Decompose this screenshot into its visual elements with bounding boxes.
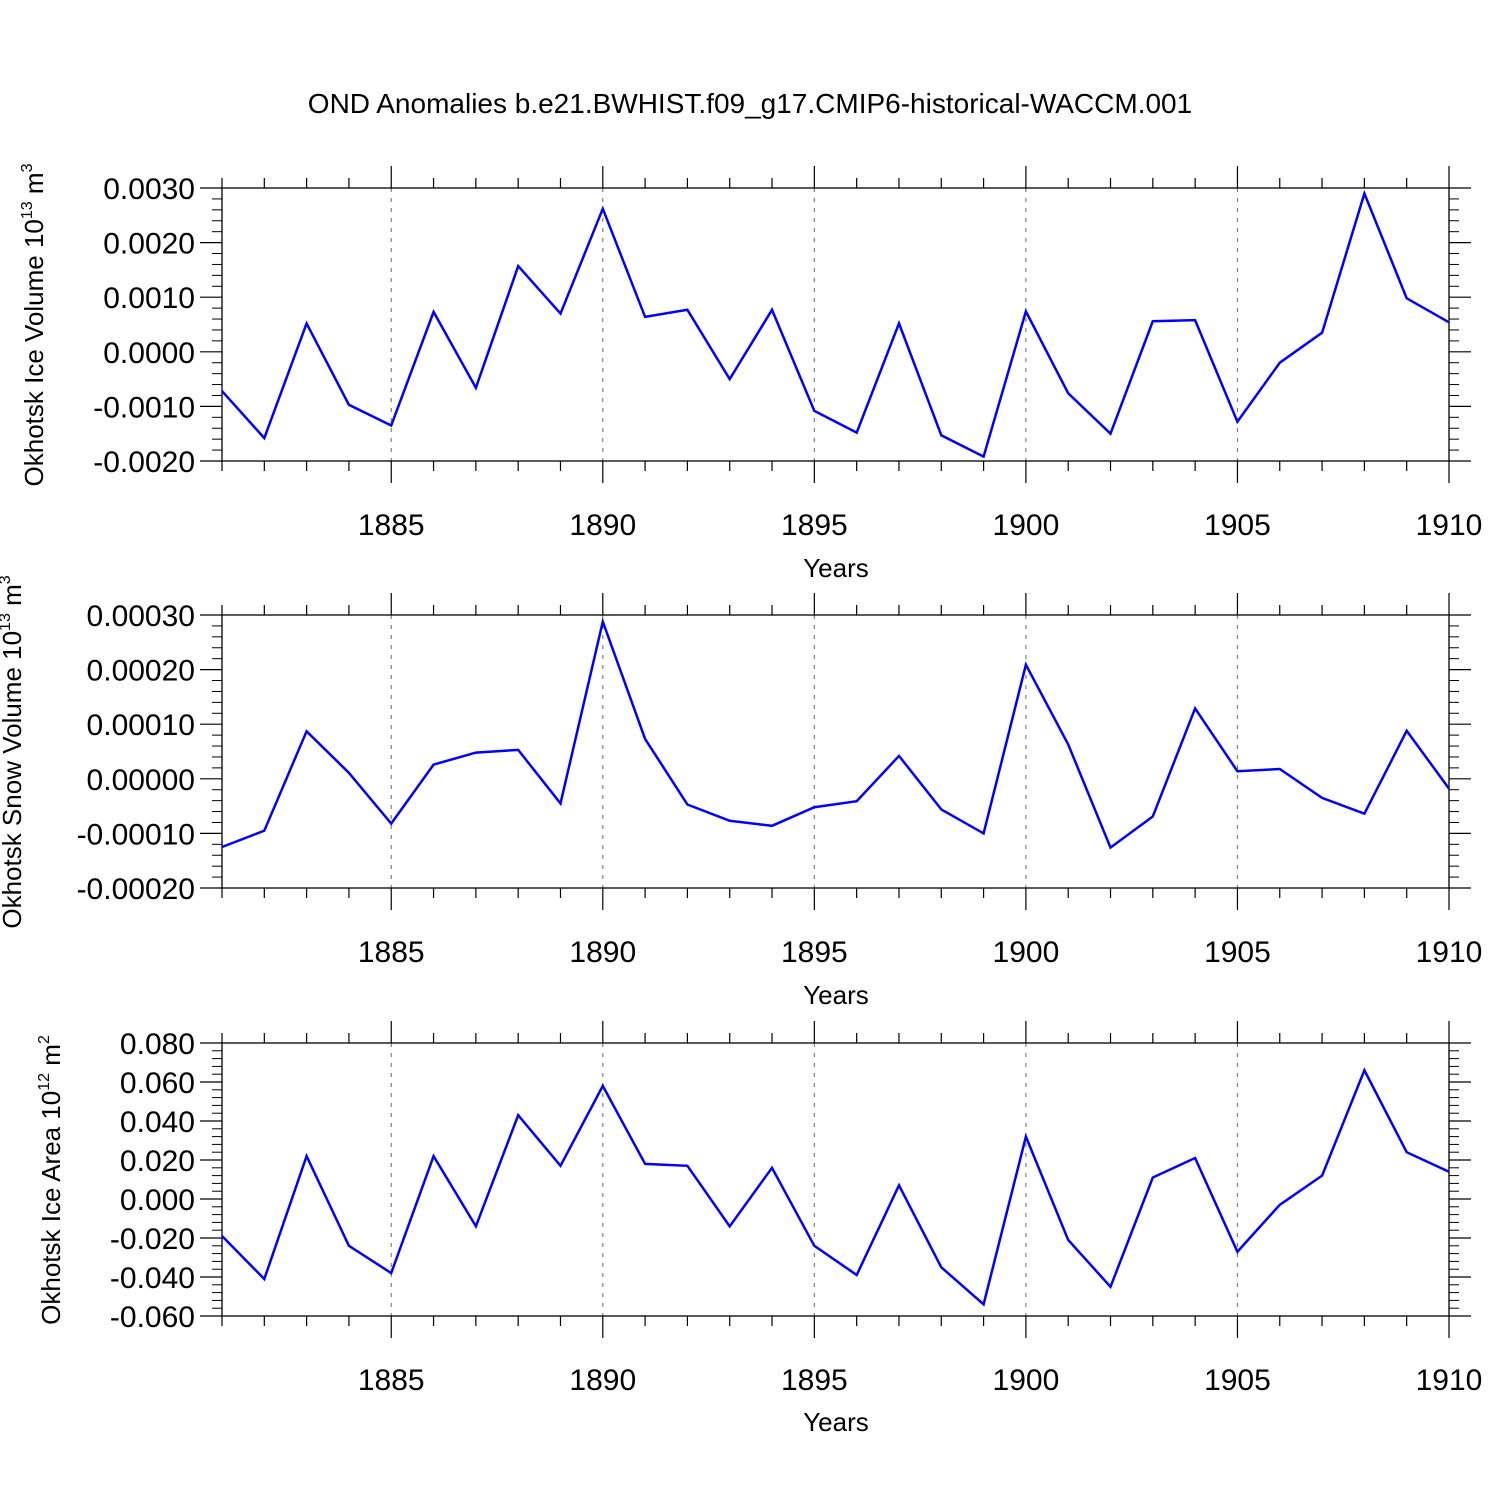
snow-volume-xtick-label-4: 1905 bbox=[1204, 936, 1271, 969]
snow-volume-xlabel: Years bbox=[803, 980, 869, 1010]
ice-area-series-line bbox=[221, 1067, 1450, 1307]
ice-area-xtick-label-1: 1890 bbox=[569, 1364, 636, 1397]
ice-volume-xtick-label-0: 1885 bbox=[358, 509, 425, 542]
ice-volume-plot-frame bbox=[221, 187, 1450, 462]
ice-volume-xtick-label-5: 1910 bbox=[1416, 509, 1483, 542]
snow-volume-xtick-label-5: 1910 bbox=[1416, 936, 1483, 969]
ice-volume-xtick-label-2: 1895 bbox=[781, 509, 848, 542]
ice-volume-ytick-label-1: -0.0010 bbox=[93, 391, 195, 424]
snow-volume-ytick-label-2: 0.00000 bbox=[87, 764, 195, 797]
ice-area-ytick-label-6: 0.060 bbox=[120, 1067, 195, 1100]
snow-volume-plot-frame bbox=[221, 614, 1450, 889]
ice-volume-xlabel: Years bbox=[803, 553, 869, 583]
ice-volume-ytick-label-3: 0.0010 bbox=[103, 282, 195, 315]
ice-area-ytick-label-5: 0.040 bbox=[120, 1106, 195, 1139]
ice-area-xtick-label-5: 1910 bbox=[1416, 1364, 1483, 1397]
ice-area-panel: Okhotsk Ice Area 1012 m2 Years 1885 1890 1… bbox=[36, 1021, 1482, 1437]
ice-area-xtick-label-0: 1885 bbox=[358, 1364, 425, 1397]
chart-title: OND Anomalies b.e21.BWHIST.f09_g17.CMIP6… bbox=[308, 88, 1192, 119]
ice-area-ytick-label-0: -0.060 bbox=[110, 1301, 195, 1334]
snow-volume-ytick-label-4: 0.00020 bbox=[87, 655, 195, 688]
ice-volume-ytick-label-2: 0.0000 bbox=[103, 337, 195, 370]
ice-area-xtick-label-3: 1900 bbox=[993, 1364, 1060, 1397]
snow-volume-ytick-label-5: 0.00030 bbox=[87, 600, 195, 633]
ice-volume-xtick-label-1: 1890 bbox=[569, 509, 636, 542]
ice-area-ytick-label-1: -0.040 bbox=[110, 1262, 195, 1295]
ice-volume-panel: Okhotsk Ice Volume 1013 m3 Years 1885 189… bbox=[19, 163, 1482, 583]
snow-volume-ylabel: Okhotsk Snow Volume 1013 m3 bbox=[0, 575, 27, 928]
ice-volume-ytick-label-5: 0.0030 bbox=[103, 173, 195, 206]
ice-volume-series-line bbox=[221, 189, 1450, 459]
ice-area-ylabel: Okhotsk Ice Area 1012 m2 bbox=[36, 1035, 66, 1325]
ice-area-ytick-label-3: 0.000 bbox=[120, 1184, 195, 1217]
snow-volume-series-line bbox=[221, 617, 1451, 850]
ice-area-ytick-label-2: -0.020 bbox=[110, 1223, 195, 1256]
ice-volume-xtick-label-3: 1900 bbox=[993, 509, 1060, 542]
ice-area-ytick-label-7: 0.080 bbox=[120, 1028, 195, 1061]
snow-volume-xtick-label-1: 1890 bbox=[569, 936, 636, 969]
ice-area-xtick-label-2: 1895 bbox=[781, 1364, 848, 1397]
snow-volume-ytick-label-1: -0.00010 bbox=[77, 818, 195, 851]
snow-volume-ytick-label-3: 0.00010 bbox=[87, 709, 195, 742]
snow-volume-xtick-label-3: 1900 bbox=[993, 936, 1060, 969]
ice-volume-ytick-label-4: 0.0020 bbox=[103, 228, 195, 261]
snow-volume-xtick-label-0: 1885 bbox=[358, 936, 425, 969]
snow-volume-ytick-label-0: -0.00020 bbox=[77, 873, 195, 906]
ice-area-ytick-label-4: 0.020 bbox=[120, 1145, 195, 1178]
ice-volume-ytick-label-0: -0.0020 bbox=[93, 446, 195, 479]
snow-volume-panel: Okhotsk Snow Volume 1013 m3 Years 1885 18… bbox=[0, 575, 1482, 1010]
ice-volume-xtick-label-4: 1905 bbox=[1204, 509, 1271, 542]
snow-volume-xtick-label-2: 1895 bbox=[781, 936, 848, 969]
ice-area-xtick-label-4: 1905 bbox=[1204, 1364, 1271, 1397]
ice-volume-ylabel: Okhotsk Ice Volume 1013 m3 bbox=[19, 163, 49, 486]
ice-area-xlabel: Years bbox=[803, 1407, 869, 1437]
ice-area-plot-frame bbox=[221, 1042, 1450, 1317]
